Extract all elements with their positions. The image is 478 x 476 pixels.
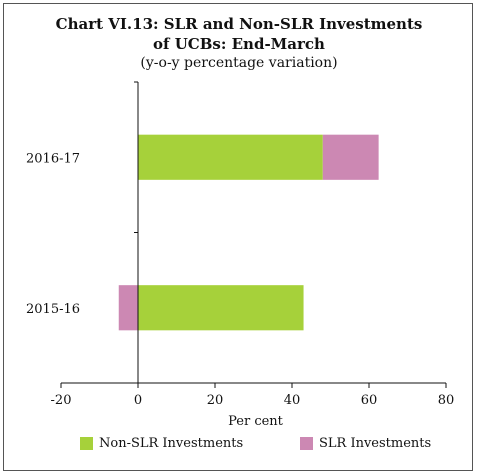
x-tick-label-20: 20 — [207, 393, 224, 408]
x-tick-label-0: 0 — [134, 393, 142, 408]
x-tick-label--20: -20 — [51, 393, 72, 408]
chart-subtitle: (y-o-y percentage variation) — [140, 55, 338, 71]
bar-non-slr-investments-2015-16 — [138, 285, 304, 331]
chart-frame — [3, 3, 473, 471]
chart-title-line1: Chart VI.13: SLR and Non-SLR Investments — [55, 15, 423, 33]
legend-swatch-non-slr — [80, 437, 93, 450]
x-axis-label: Per cent — [228, 414, 284, 429]
chart-title-line2: of UCBs: End-March — [153, 35, 325, 53]
bar-slr-investments-2016-17 — [322, 134, 379, 180]
y-tick-label-2016-17: 2016-17 — [26, 151, 80, 166]
bar-slr-investments-2015-16 — [118, 285, 138, 331]
legend-item-slr: SLR Investments — [300, 436, 431, 451]
x-tick-label-60: 60 — [361, 393, 378, 408]
bar-non-slr-investments-2016-17 — [138, 134, 323, 180]
legend-swatch-slr — [300, 437, 313, 450]
legend-label-non-slr: Non-SLR Investments — [99, 436, 244, 451]
y-tick-label-2015-16: 2015-16 — [26, 302, 80, 317]
legend-label-slr: SLR Investments — [319, 436, 432, 451]
chart-legend: Non-SLR Investments SLR Investments — [0, 436, 478, 456]
chart-title: Chart VI.13: SLR and Non-SLR Investments… — [0, 14, 478, 54]
x-tick-label-40: 40 — [284, 393, 301, 408]
legend-item-non-slr: Non-SLR Investments — [80, 436, 243, 451]
x-tick-label-80: 80 — [438, 393, 455, 408]
